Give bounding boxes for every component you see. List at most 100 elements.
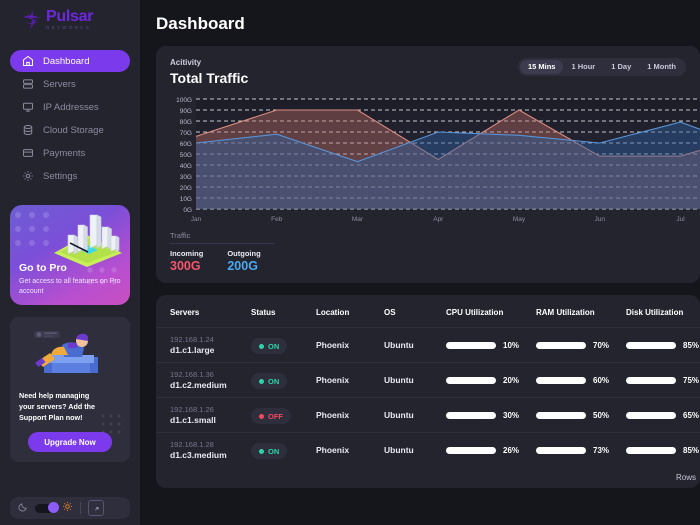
stat-incoming: Incoming 300G <box>170 249 203 273</box>
dot-pattern-decoration <box>14 211 66 260</box>
pro-card-title: Go to Pro <box>19 261 67 274</box>
cell-server: 192.168.1.36 d1.c2.medium <box>156 362 251 398</box>
disk-progress-bar <box>626 341 676 349</box>
home-icon <box>22 55 34 67</box>
sidebar-item-label: Servers <box>43 78 76 90</box>
svg-text:Apr: Apr <box>433 216 444 223</box>
column-header-ram: RAM Utilization <box>536 308 595 317</box>
server-name: d1.c1.small <box>170 415 216 425</box>
column-header-status: Status <box>251 308 276 317</box>
server-ip: 192.168.1.36 <box>170 370 214 379</box>
sidebar-item-cloud-storage[interactable]: Cloud Storage <box>10 119 130 141</box>
support-text-line-1: Need help managing <box>19 391 90 400</box>
cpu-progress-bar <box>446 376 496 384</box>
sidebar-nav: Dashboard Servers IP Addresses <box>10 50 130 187</box>
sidebar-item-servers[interactable]: Servers <box>10 73 130 95</box>
sidebar-item-label: Settings <box>43 170 78 182</box>
range-button-1-hour[interactable]: 1 Hour <box>571 62 596 71</box>
cell-location: Phoenix <box>316 397 384 433</box>
svg-text:100G: 100G <box>176 97 192 104</box>
column-header-location: Location <box>316 308 350 317</box>
cell-ram: 50% <box>536 397 626 433</box>
sidebar-item-ip-addresses[interactable]: IP Addresses <box>10 96 130 118</box>
disk-progress-bar <box>626 376 676 384</box>
svg-text:90G: 90G <box>180 108 192 115</box>
page-title: Dashboard <box>156 14 245 33</box>
server-icon <box>22 78 34 90</box>
cell-os: Ubuntu <box>384 397 446 433</box>
table-row[interactable]: 192.168.1.24 d1.c1.large ON Phoenix Ubuntu 10… <box>156 327 700 363</box>
server-ip: 192.168.1.24 <box>170 335 214 344</box>
table-row[interactable]: 192.168.1.28 d1.c3.medium ON Phoenix Ubuntu 2… <box>156 432 700 467</box>
svg-text:60G: 60G <box>180 141 192 148</box>
cell-os: Ubuntu <box>384 432 446 467</box>
cell-location: Phoenix <box>316 432 384 467</box>
go-to-pro-card[interactable]: Go to Pro Get access to all features on … <box>10 205 130 305</box>
time-range-selector: 15 Mins 1 Hour 1 Day 1 Month <box>517 58 686 76</box>
theme-toggle-switch[interactable] <box>35 502 59 513</box>
cell-ram: 70% <box>536 327 626 363</box>
cell-os: Ubuntu <box>384 362 446 398</box>
isometric-city-icon <box>48 209 126 274</box>
upgrade-now-button[interactable]: Upgrade Now <box>28 432 112 453</box>
table-row[interactable]: 192.168.1.36 d1.c2.medium ON Phoenix Ubuntu 2… <box>156 362 700 398</box>
pulsar-bolt-icon <box>22 9 42 31</box>
range-button-1-month[interactable]: 1 Month <box>647 62 676 71</box>
moon-icon[interactable] <box>18 499 28 517</box>
sidebar-item-payments[interactable]: Payments <box>10 142 130 164</box>
support-text-line-2: your servers? Add the <box>19 402 96 412</box>
svg-text:10G: 10G <box>180 196 192 203</box>
status-badge: ON <box>251 373 288 390</box>
svg-text:Mar: Mar <box>352 216 364 223</box>
range-button-15-mins[interactable]: 15 Mins <box>519 60 564 74</box>
sidebar-item-settings[interactable]: Settings <box>10 165 130 187</box>
sidebar-item-label: Cloud Storage <box>43 124 104 136</box>
status-dot-icon <box>259 448 264 454</box>
column-header-cpu: CPU Utilization <box>446 308 504 317</box>
stat-outgoing: Outgoing 200G <box>227 249 260 273</box>
column-header-disk: Disk Utilization <box>626 308 684 317</box>
brand-subtitle: NETWORKS <box>46 25 92 31</box>
gear-icon <box>22 170 34 182</box>
server-name: d1.c3.medium <box>170 450 227 460</box>
column-header-servers: Servers <box>170 308 200 317</box>
cell-ram: 60% <box>536 362 626 398</box>
cell-ram: 73% <box>536 432 626 467</box>
cell-status: ON <box>251 362 316 398</box>
dot-pattern-decoration <box>86 266 126 301</box>
cpu-progress-bar <box>446 341 496 349</box>
cell-server: 192.168.1.26 d1.c1.small <box>156 397 251 433</box>
table-row[interactable]: 192.168.1.26 d1.c1.small OFF Phoenix Ubuntu 3… <box>156 397 700 433</box>
support-text-line-3: Support Plan now! <box>19 413 83 423</box>
server-name: d1.c1.large <box>170 345 215 355</box>
server-ip: 192.168.1.28 <box>170 440 214 449</box>
dot-pattern-decoration <box>100 413 126 444</box>
chart-kicker: Acitivity <box>170 58 202 67</box>
pro-card-description: Get access to all features on Pro accoun… <box>19 277 121 295</box>
svg-text:Jun: Jun <box>595 216 606 223</box>
servers-table-card: Servers Status Location OS CPU Utilizati… <box>156 295 700 488</box>
disk-percent: 75% <box>683 375 700 385</box>
range-button-1-day[interactable]: 1 Day <box>611 62 632 71</box>
sidebar-item-label: Payments <box>43 147 86 159</box>
cell-cpu: 10% <box>446 327 536 363</box>
brand-name: Pulsar <box>46 8 94 26</box>
sun-icon[interactable] <box>62 499 73 517</box>
sidebar-item-dashboard[interactable]: Dashboard <box>10 50 130 72</box>
support-card-text: Need help managing your servers? Add the… <box>19 390 121 423</box>
svg-text:Jul: Jul <box>676 216 685 223</box>
expand-arrow-icon[interactable] <box>88 500 104 516</box>
svg-text:20G: 20G <box>180 185 192 192</box>
ram-percent: 60% <box>593 375 610 385</box>
ram-percent: 70% <box>593 340 610 350</box>
brand-logo[interactable]: Pulsar NETWORKS <box>10 0 130 40</box>
cell-os: Ubuntu <box>384 327 446 363</box>
svg-text:0G: 0G <box>183 207 192 214</box>
cpu-percent: 10% <box>503 340 520 350</box>
server-name: d1.c2.medium <box>170 380 227 390</box>
toolbar-divider <box>80 502 81 514</box>
rows-footer-note: Rows <box>675 473 696 482</box>
cpu-progress-bar <box>446 446 496 454</box>
cell-cpu: 26% <box>446 432 536 467</box>
cell-disk: 65% <box>626 397 700 433</box>
